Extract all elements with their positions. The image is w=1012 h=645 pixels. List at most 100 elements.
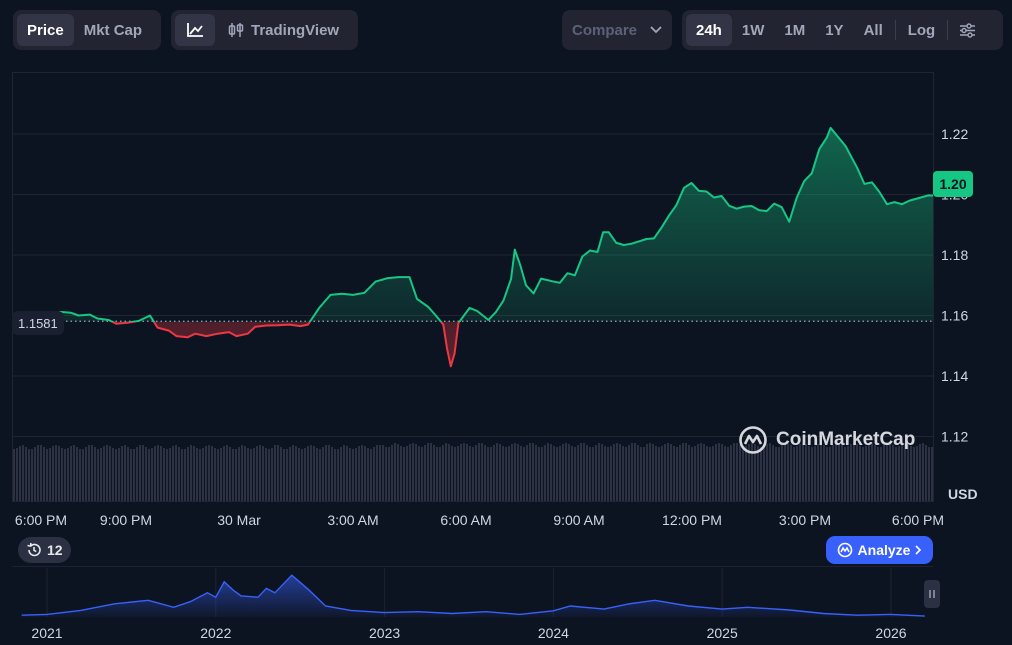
volume-bar: [292, 445, 294, 501]
volume-bar: [745, 446, 747, 501]
range-tabs: 24h 1W 1M 1Y All Log: [682, 10, 1003, 50]
volume-bar: [19, 446, 21, 501]
volume-bar: [250, 449, 252, 501]
volume-bar: [511, 444, 513, 501]
volume-bar: [658, 447, 660, 501]
volume-bar: [274, 445, 276, 501]
mode-tabs: Price Mkt Cap: [13, 10, 161, 50]
volume-bar: [319, 449, 321, 501]
volume-bar: [226, 445, 228, 501]
volume-bar: [859, 446, 861, 501]
volume-bar: [730, 445, 732, 501]
volume-bar: [217, 449, 219, 501]
volume-bar: [682, 443, 684, 501]
x-tick-label: 3:00 AM: [327, 512, 378, 528]
volume-bar: [661, 446, 663, 501]
chevron-right-icon: [915, 545, 922, 555]
volume-bar: [604, 446, 606, 501]
volume-bar: [448, 444, 450, 501]
volume-bar: [520, 446, 522, 501]
navigator-line: [21, 574, 925, 617]
volume-bar: [622, 446, 624, 501]
chevron-down-icon: [650, 26, 662, 34]
volume-bar: [601, 444, 603, 501]
current-price-value: 1.20: [939, 176, 967, 192]
volume-bar: [424, 445, 426, 501]
volume-bar: [544, 445, 546, 501]
volume-bar: [889, 443, 891, 501]
volume-bar: [430, 443, 432, 501]
volume-bar: [613, 444, 615, 501]
volume-bar: [316, 448, 318, 501]
volume-bar: [61, 448, 63, 501]
volume-bar: [409, 444, 411, 501]
volume-bar: [328, 445, 330, 501]
volume-bar: [73, 445, 75, 501]
volume-bar: [253, 448, 255, 501]
volume-bar: [832, 445, 834, 501]
volume-bar: [625, 447, 627, 501]
analyze-button[interactable]: Analyze: [826, 536, 933, 564]
volume-bar: [166, 449, 168, 501]
volume-bar: [133, 449, 135, 501]
volume-bar: [739, 445, 741, 501]
volume-bar: [223, 446, 225, 501]
volume-bar: [439, 447, 441, 501]
y-tick-label: 1.16: [941, 308, 968, 324]
range-24h[interactable]: 24h: [686, 14, 732, 46]
history-badge[interactable]: 12: [18, 537, 71, 563]
volume-bar: [814, 446, 816, 501]
volume-bar: [808, 446, 810, 501]
volume-bar: [793, 447, 795, 501]
line-chart-button[interactable]: [175, 14, 215, 46]
tab-price[interactable]: Price: [17, 14, 74, 46]
volume-bar: [304, 448, 306, 501]
range-all[interactable]: All: [863, 21, 883, 39]
navigator-fill: [21, 575, 925, 617]
tab-mkt-cap[interactable]: Mkt Cap: [83, 21, 143, 39]
volume-bar: [442, 445, 444, 501]
volume-bar: [214, 448, 216, 501]
volume-bar: [28, 449, 30, 501]
volume-bar: [199, 449, 201, 501]
watermark: CoinMarketCap: [738, 425, 915, 455]
volume-bar: [577, 445, 579, 501]
volume-bar: [136, 447, 138, 501]
volume-bar: [229, 447, 231, 501]
navigator-handle[interactable]: [924, 580, 940, 608]
navigator-area[interactable]: [21, 574, 925, 617]
volume-bar: [688, 445, 690, 501]
volume-bar: [46, 449, 48, 501]
tradingview-button[interactable]: TradingView: [215, 14, 349, 46]
price-line-down: [110, 322, 461, 368]
volume-bar: [358, 446, 360, 501]
navigator-tick-label: 2026: [875, 625, 906, 641]
x-axis: 6:00 PM 9:00 PM 30 Mar 3:00 AM 6:00 AM 9:00 A…: [15, 512, 944, 528]
range-1w[interactable]: 1W: [741, 21, 765, 39]
volume-bar: [565, 443, 567, 501]
volume-bar: [667, 443, 669, 501]
volume-bar: [685, 443, 687, 501]
log-toggle[interactable]: Log: [907, 21, 936, 39]
range-1y[interactable]: 1Y: [825, 21, 844, 39]
volume-bar: [751, 443, 753, 501]
analyze-label: Analyze: [857, 542, 911, 558]
x-tick-label: 3:00 PM: [779, 512, 831, 528]
volume-bar: [853, 443, 855, 501]
volume-bar: [283, 449, 285, 501]
volume-bar: [379, 445, 381, 501]
volume-bar: [844, 447, 846, 501]
volume-bar: [784, 443, 786, 501]
volume-bar: [373, 447, 375, 501]
volume-bar: [697, 444, 699, 501]
volume-bar: [607, 447, 609, 501]
range-1m[interactable]: 1M: [784, 21, 806, 39]
volume-bar: [151, 448, 153, 501]
volume-bar: [655, 446, 657, 501]
compare-dropdown[interactable]: Compare: [562, 10, 672, 50]
volume-bar: [478, 443, 480, 501]
volume-bar: [415, 444, 417, 501]
settings-button[interactable]: [950, 14, 985, 46]
volume-bar: [712, 446, 714, 501]
